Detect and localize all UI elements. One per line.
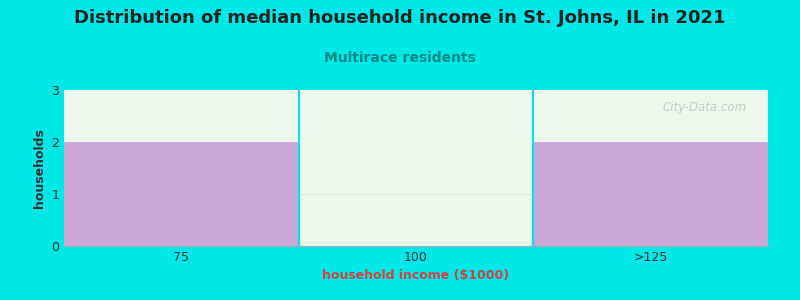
Text: Distribution of median household income in St. Johns, IL in 2021: Distribution of median household income … — [74, 9, 726, 27]
Bar — [534, 142, 768, 246]
Text: City-Data.com: City-Data.com — [662, 101, 747, 114]
Text: Multirace residents: Multirace residents — [324, 51, 476, 65]
X-axis label: household income ($1000): household income ($1000) — [322, 269, 510, 282]
Y-axis label: households: households — [33, 128, 46, 208]
Bar — [64, 142, 298, 246]
